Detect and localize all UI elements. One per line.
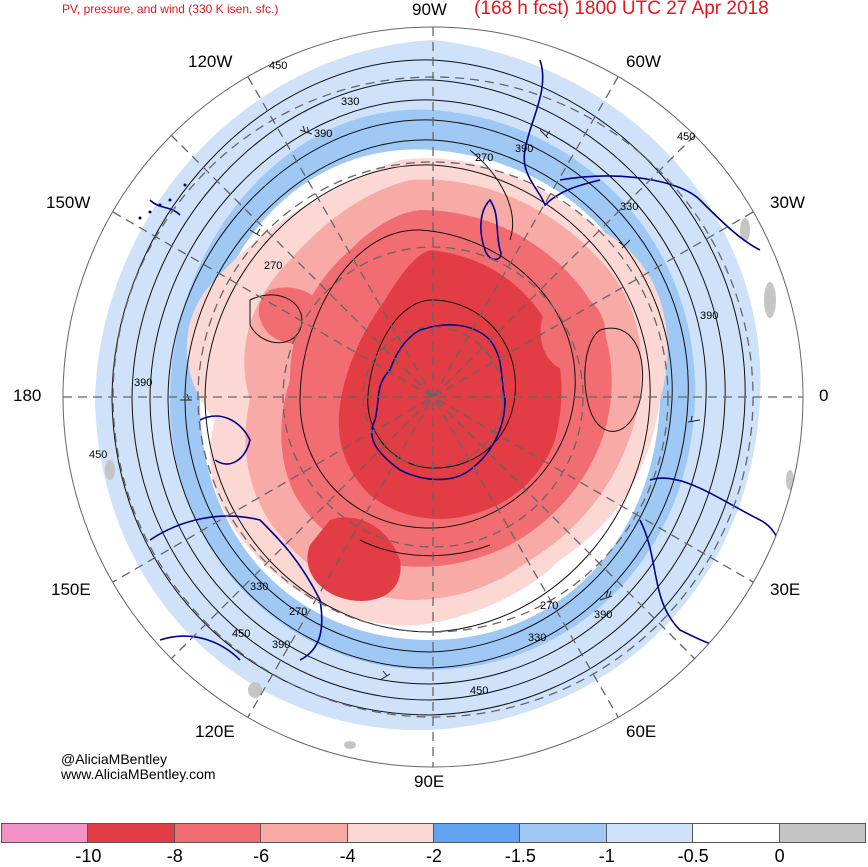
contour-label: 450 [89,449,107,461]
contour-label: 330 [341,96,359,108]
lon-label-30w: 30W [770,193,805,212]
colorbar-swatch [87,823,175,843]
colorbar-swatch [173,823,262,843]
wind-barbs [180,125,701,681]
lon-label-60e: 60E [626,722,657,741]
pv-region-red [338,250,562,519]
author-handle: @AliciaMBentley [61,751,168,767]
colorbar [1,823,867,843]
contour-label: 270 [540,600,558,612]
lon-label-90w: 90W [412,0,447,19]
contour-label: 330 [528,632,546,644]
colorbar-tick-label: -6 [253,846,270,866]
colorbar-tick-label: 0 [774,846,785,866]
contour-label: 270 [475,152,493,164]
contour-label: 450 [677,131,695,143]
colorbar-swatch [519,823,607,843]
colorbar-swatch [260,823,348,843]
colorbar-swatch [433,823,521,843]
lon-label-150e: 150E [51,580,91,599]
colorbar-swatch [692,823,780,843]
contour-label: 390 [272,639,290,651]
contour-label: 450 [470,685,488,697]
colorbar-tick-label: -8 [166,846,183,866]
pv-gray-speckles [105,218,794,749]
contour-label: 450 [232,628,250,640]
lon-label-180: 180 [13,386,42,405]
forecast-valid-time: (168 h fcst) 1800 UTC 27 Apr 2018 [474,0,769,19]
contour-label: 390 [515,143,533,155]
colorbar-tick-label: -2 [425,846,443,866]
pv-region-red-lobe-a [307,517,401,601]
colorbar-swatch [1,823,89,843]
lon-label-90e: 90E [414,772,445,791]
map-boundary [62,26,804,768]
lon-label-120e: 120E [195,722,235,741]
colorbar-tick-label: -10 [75,846,102,866]
contour-label: 270 [289,606,307,618]
pv-region-red-lobe-b [540,290,606,373]
lon-label-120w: 120W [188,52,233,71]
lat-lon-grid [63,27,803,767]
lon-label-30e: 30E [770,580,801,599]
lon-label-150w: 150W [46,193,91,212]
colorbar-swatch [346,823,435,843]
contour-label: 270 [264,260,282,272]
colorbar-tick-label: -1 [598,846,615,866]
contour-label: 330 [620,201,638,213]
colorbar-tick-label: -0.5 [677,846,709,866]
contour-labels: 450 330 390 270 390 450 330 390 270 390 … [89,60,718,697]
author-website: www.AliciaMBentley.com [61,766,216,782]
pv-region-red-lobe-c [258,287,326,344]
contour-label: 450 [269,60,287,72]
colorbar-tick-label: -1.5 [504,846,536,866]
contour-label: 390 [314,128,332,140]
island-specks [138,183,187,220]
product-title: PV, pressure, and wind (330 K isen. sfc.… [62,2,279,16]
contour-label: 390 [594,609,612,621]
colorbar-swatch [605,823,694,843]
colorbar-swatch [778,823,867,843]
lon-label-60w: 60W [626,52,661,71]
colorbar-tick-label: -4 [339,846,356,866]
lon-label-0: 0 [819,386,829,405]
contour-label: 330 [250,581,268,593]
contour-label: 390 [700,310,718,322]
contour-label: 390 [134,377,152,389]
pressure-contours [111,59,746,716]
